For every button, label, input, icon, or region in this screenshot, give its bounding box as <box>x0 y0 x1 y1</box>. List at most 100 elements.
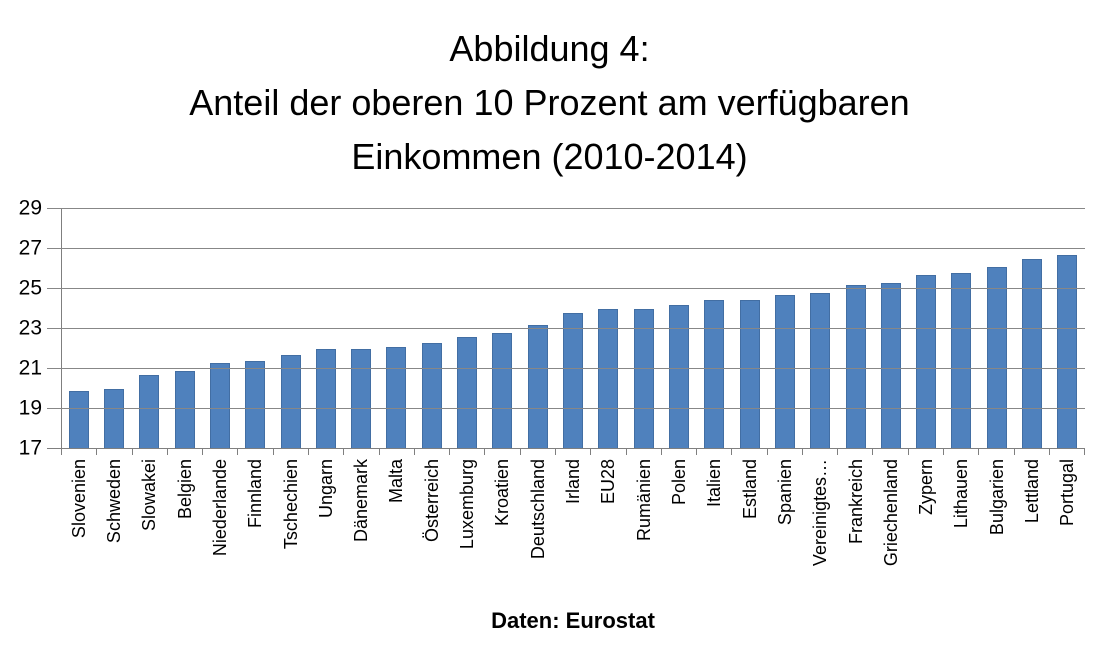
x-tick <box>627 449 662 455</box>
x-tick <box>203 449 239 455</box>
bar-slot <box>909 209 944 449</box>
bar-slot <box>238 209 273 449</box>
bar-slot <box>803 209 838 449</box>
bar-Griechenland <box>880 283 901 449</box>
x-label-slot: Ungarn <box>308 459 343 609</box>
chart-title: Abbildung 4: Anteil der oberen 10 Prozen… <box>0 22 1099 184</box>
x-label-slot: Dänemark <box>344 459 379 609</box>
x-axis-label-Luxemburg: Luxemburg <box>457 459 478 550</box>
x-tick <box>1015 449 1050 455</box>
y-axis-line <box>61 209 62 455</box>
bar-Slowakei <box>139 375 160 449</box>
x-axis-label-Portugal: Portugal <box>1057 459 1078 527</box>
bar-Bulgarien <box>986 267 1007 449</box>
x-label-slot: Deutschland <box>520 459 555 609</box>
x-tick <box>168 449 204 455</box>
bar-slot <box>414 209 449 449</box>
bar-Portugal <box>1057 255 1078 449</box>
x-tick <box>803 449 839 455</box>
x-label-slot: Finnland <box>238 459 273 609</box>
x-tick <box>450 449 486 455</box>
bar-slot <box>273 209 308 449</box>
gridline-21 <box>47 368 1085 369</box>
x-label-slot: Portugal <box>1050 459 1085 609</box>
bar-Lettland <box>1022 259 1043 449</box>
chart-title-line-1: Abbildung 4: <box>449 28 650 69</box>
bar-slot <box>1050 209 1085 449</box>
x-tick <box>97 449 133 455</box>
x-axis-label-Österreich: Österreich <box>421 459 442 543</box>
bar-slot <box>873 209 908 449</box>
x-axis-label-Niederlande: Niederlande <box>209 459 230 557</box>
bar-slot <box>449 209 484 449</box>
x-label-slot: Belgien <box>167 459 202 609</box>
bar-slot <box>167 209 202 449</box>
bar-Tschechien <box>280 355 301 449</box>
x-axis-label-Slovenien: Slovenien <box>68 459 89 539</box>
x-tick <box>873 449 909 455</box>
x-axis-label-Schweden: Schweden <box>103 459 124 544</box>
bar-slot <box>591 209 626 449</box>
bar-slot <box>1014 209 1049 449</box>
x-axis-labels: Slovenien Schweden Slowakei Belgien Niederla… <box>61 459 1085 609</box>
bar-slot <box>732 209 767 449</box>
x-label-slot: Italien <box>697 459 732 609</box>
x-label-slot: Slovenien <box>61 459 96 609</box>
x-tick <box>62 449 98 455</box>
bar-Rumänien <box>633 309 654 449</box>
y-tick-label-17: 17 <box>18 436 42 460</box>
bar-Belgien <box>174 371 195 449</box>
x-tick <box>133 449 168 455</box>
x-axis-label-Finnland: Finnland <box>245 459 266 529</box>
x-label-slot: Lettland <box>1014 459 1049 609</box>
x-label-slot: Polen <box>661 459 696 609</box>
x-axis-label-Deutschland: Deutschland <box>527 459 548 560</box>
bar-Deutschland <box>527 325 548 449</box>
x-axis-label-Zypern: Zypern <box>916 459 937 516</box>
bar-slot <box>838 209 873 449</box>
bar-Luxemburg <box>457 337 478 449</box>
chart-title-line-3: Einkommen (2010-2014) <box>351 136 748 177</box>
x-tick <box>697 449 733 455</box>
x-label-slot: Zypern <box>909 459 944 609</box>
x-label-slot: Österreich <box>414 459 449 609</box>
bar-Estland <box>739 300 760 449</box>
bar-Kroatien <box>492 333 513 449</box>
x-tick <box>415 449 451 455</box>
bar-Malta <box>386 347 407 449</box>
bar-Slovenien <box>68 391 89 449</box>
x-axis-label-Belgien: Belgien <box>174 459 195 520</box>
x-label-slot: Rumänien <box>626 459 661 609</box>
x-tick <box>238 449 274 455</box>
bar-slot <box>767 209 802 449</box>
source-note: Daten: Eurostat <box>491 608 655 633</box>
x-tick <box>909 449 945 455</box>
x-axis-label-Lithauen: Lithauen <box>951 459 972 529</box>
bar-Finnland <box>245 361 266 449</box>
gridline-23 <box>47 328 1085 329</box>
bar-Dänemark <box>351 349 372 449</box>
x-tick <box>944 449 980 455</box>
x-axis-label-Vereinigtes…: Vereinigtes… <box>810 459 831 567</box>
y-tick-label-21: 21 <box>18 356 42 380</box>
chart-title-line-2: Anteil der oberen 10 Prozent am verfügba… <box>189 82 910 123</box>
bar-slot <box>132 209 167 449</box>
bar-Polen <box>668 305 689 449</box>
bar-Spanien <box>774 295 795 449</box>
x-label-slot: Malta <box>379 459 414 609</box>
bar-slot <box>979 209 1014 449</box>
x-axis-ticks <box>61 449 1086 455</box>
bar-slot <box>520 209 555 449</box>
bar-slot <box>344 209 379 449</box>
x-tick <box>979 449 1015 455</box>
x-tick <box>521 449 556 455</box>
x-label-slot: Irland <box>555 459 590 609</box>
x-tick <box>556 449 592 455</box>
bar-slot <box>308 209 343 449</box>
x-axis-label-Kroatien: Kroatien <box>492 459 513 527</box>
x-label-slot: EU28 <box>591 459 626 609</box>
x-label-slot: Luxemburg <box>449 459 484 609</box>
bar-Niederlande <box>209 363 230 449</box>
bar-Irland <box>563 313 584 449</box>
